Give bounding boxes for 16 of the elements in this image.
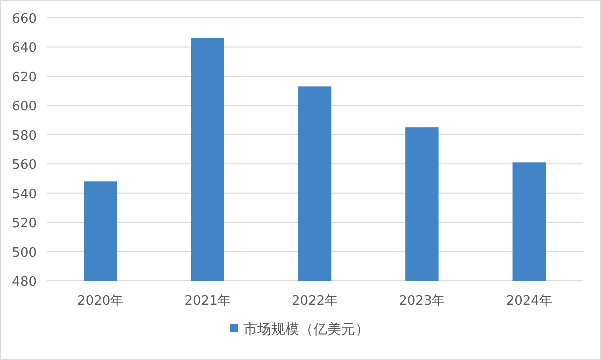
y-tick-label: 640 xyxy=(12,41,37,56)
x-tick-label: 2024年 xyxy=(506,294,552,309)
x-tick-label: 2023年 xyxy=(399,294,446,309)
x-tick-label: 2021年 xyxy=(184,294,231,309)
y-tick-label: 480 xyxy=(12,275,37,290)
y-tick-label: 580 xyxy=(12,128,37,144)
y-tick-label: 540 xyxy=(12,187,37,202)
x-tick-label: 2022年 xyxy=(292,294,338,309)
y-tick-label: 560 xyxy=(12,158,37,174)
legend-label: 市场规模（亿美元） xyxy=(244,322,370,338)
y-tick-label: 500 xyxy=(12,246,37,261)
y-tick-label: 600 xyxy=(12,100,37,115)
x-tick-label: 2020年 xyxy=(78,294,124,309)
y-tick-label: 520 xyxy=(12,216,37,232)
y-tick-label: 620 xyxy=(12,70,37,86)
y-tick-label: 660 xyxy=(12,12,37,27)
